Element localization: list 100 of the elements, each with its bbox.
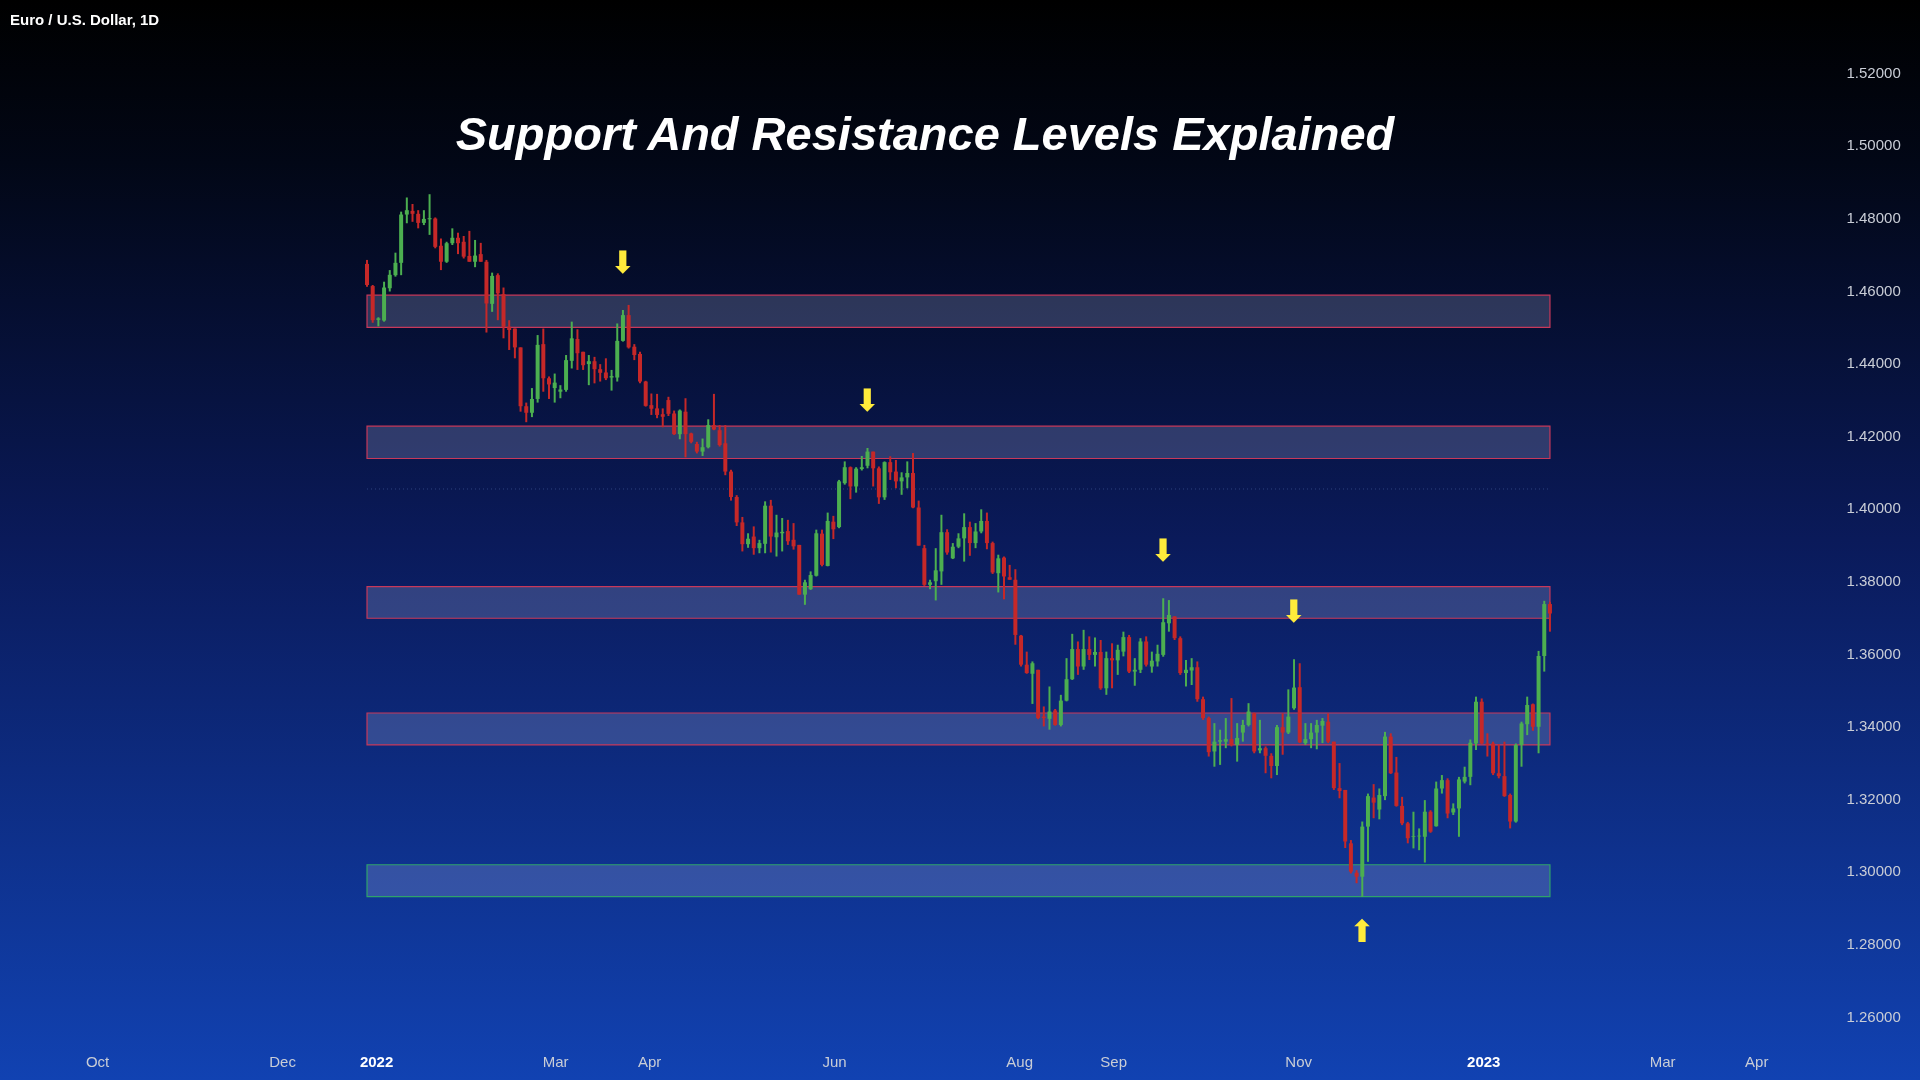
candlestick (1218, 728, 1223, 766)
candlestick (1496, 743, 1501, 780)
candlestick (984, 511, 989, 551)
candlestick (552, 372, 557, 404)
candlestick (569, 320, 574, 370)
x-tick-label: Aug (1006, 1052, 1033, 1070)
candlestick (785, 518, 790, 546)
candlestick (529, 387, 534, 419)
y-tick-label: 1.38000 (1846, 571, 1901, 589)
candlestick (1280, 712, 1285, 756)
candlestick (1229, 697, 1234, 748)
candlestick (842, 460, 847, 486)
annotation: ⬇ (1281, 593, 1308, 630)
candlestick (495, 272, 500, 322)
x-tick-label: Apr (1745, 1052, 1769, 1070)
candlestick (751, 525, 756, 556)
candlestick (1081, 628, 1086, 671)
candlestick (1309, 722, 1314, 750)
candlestick (1144, 635, 1149, 668)
candlestick (854, 466, 859, 494)
candlestick (1030, 660, 1035, 705)
candlestick (393, 251, 398, 278)
candlestick (666, 395, 671, 418)
candlestick (416, 209, 421, 230)
y-tick-label: 1.50000 (1846, 136, 1901, 154)
candlestick (524, 401, 529, 424)
candlestick (677, 408, 682, 441)
candlestick (848, 465, 853, 501)
candlestick (1371, 783, 1376, 820)
x-tick-label: Nov (1285, 1052, 1313, 1070)
candlestick (979, 508, 984, 535)
candlestick (967, 520, 972, 557)
y-tick-label: 1.44000 (1846, 354, 1901, 372)
candlestick (996, 553, 1001, 594)
candlestick (575, 328, 580, 371)
candlestick (660, 407, 665, 429)
candlestick (438, 237, 443, 272)
candlestick (1377, 787, 1382, 821)
candlestick (1132, 657, 1137, 687)
candlestick (1525, 695, 1530, 737)
y-tick-label: 1.52000 (1846, 63, 1901, 81)
y-tick-label: 1.42000 (1846, 426, 1901, 444)
candlestick (831, 514, 836, 541)
candlestick (1201, 695, 1206, 721)
candlestick (1092, 636, 1097, 668)
x-tick-label: Oct (85, 1052, 111, 1070)
candlestick (512, 327, 517, 360)
candlestick (1292, 658, 1297, 711)
annotation: ⬇ (854, 381, 881, 418)
x-tick-label: Jun (822, 1052, 847, 1070)
candlestick (1547, 600, 1552, 633)
candlestick (1183, 658, 1188, 688)
y-tick-label: 1.28000 (1846, 935, 1901, 952)
candlestick (478, 241, 483, 263)
candlestick (1405, 820, 1410, 845)
candlestick (1212, 722, 1217, 768)
candlestick (1530, 702, 1535, 732)
y-tick-label: 1.32000 (1846, 789, 1901, 807)
candlestick (1263, 745, 1268, 775)
y-tick-label: 1.48000 (1846, 208, 1901, 226)
candlestick (973, 522, 978, 550)
candlestick (603, 357, 608, 382)
annotation: ⬆ (1349, 912, 1376, 949)
candlestick (1064, 657, 1069, 703)
candlestick (945, 528, 950, 556)
candlestick (387, 269, 392, 293)
candlestick (905, 460, 910, 490)
x-tick-label: 2022 (359, 1052, 394, 1070)
candlestick (456, 231, 461, 256)
candlestick (1149, 650, 1154, 674)
candlestick (1172, 615, 1177, 642)
annotation: Euro / U.S. Dollar, 1D (10, 11, 160, 28)
candlestick (1087, 635, 1092, 661)
candlestick (1024, 650, 1029, 675)
candlestick (740, 515, 745, 553)
candlestick (1235, 722, 1240, 763)
candlestick (1166, 599, 1171, 633)
y-tick-label: 1.30000 (1846, 862, 1901, 880)
candlestick (427, 193, 432, 236)
y-tick-label: 1.34000 (1846, 717, 1901, 735)
candlestick (547, 375, 551, 400)
x-tick-label: Mar (1649, 1052, 1676, 1070)
candlestick (1303, 722, 1308, 746)
candlestick (1001, 555, 1006, 601)
x-tick-label: Sep (1100, 1052, 1128, 1070)
candlestick (711, 392, 716, 432)
candlestick (1240, 718, 1245, 743)
candlestick (962, 512, 967, 563)
x-tick-label: Mar (542, 1052, 569, 1070)
candlestick (365, 258, 370, 288)
x-tick-label: Dec (269, 1052, 297, 1070)
candlestick (706, 418, 711, 450)
candlestick (899, 471, 904, 496)
x-tick-label: Apr (637, 1052, 662, 1070)
candlestick (1075, 640, 1080, 676)
candlestick (444, 240, 449, 264)
candlestick (1400, 795, 1405, 827)
candlestick (871, 450, 876, 488)
candlestick (404, 196, 409, 225)
candlestick (1519, 720, 1524, 768)
